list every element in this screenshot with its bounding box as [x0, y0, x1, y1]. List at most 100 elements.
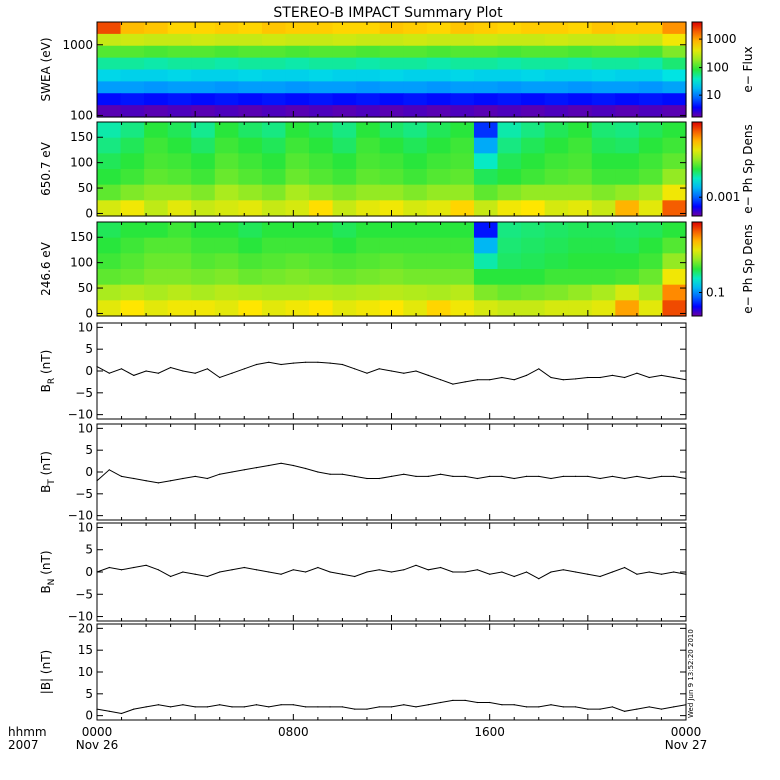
data-point	[108, 469, 110, 471]
heatmap-cell	[214, 200, 239, 217]
heatmap-cell	[309, 222, 334, 239]
heatmap-cell	[97, 33, 122, 47]
y-tick-label: −10	[68, 610, 93, 624]
heatmap-cell	[120, 253, 145, 270]
heatmap-cell	[214, 57, 239, 71]
data-point	[280, 704, 282, 706]
heatmap-cell	[144, 284, 169, 301]
data-point	[403, 473, 405, 475]
heatmap-cell	[97, 81, 122, 94]
heatmap-cell	[167, 81, 192, 94]
heatmap-cell	[497, 184, 522, 201]
heatmap-cell	[379, 269, 404, 286]
y-tick-label: 100	[70, 156, 93, 170]
heatmap-cell	[521, 105, 546, 118]
heatmap-cell	[450, 22, 475, 35]
data-point	[636, 573, 638, 575]
heatmap-cell	[450, 253, 475, 270]
data-point	[366, 708, 368, 710]
heatmap-cell	[426, 222, 451, 239]
heatmap-cell	[167, 122, 192, 139]
heatmap-cell	[356, 81, 381, 94]
heatmap-cell	[214, 105, 239, 118]
data-point	[587, 708, 589, 710]
heatmap-cell	[214, 81, 239, 94]
data-point	[243, 566, 245, 569]
data-point	[550, 477, 552, 480]
heatmap-cell	[191, 105, 216, 118]
heatmap-cell	[261, 237, 287, 254]
heatmap-cell	[521, 22, 546, 35]
heatmap-cell	[261, 253, 287, 270]
heatmap-cell	[638, 200, 664, 217]
data-point	[145, 370, 147, 372]
heatmap-cell	[97, 22, 122, 35]
heatmap-cell	[285, 169, 310, 186]
heatmap-cell	[615, 253, 640, 270]
heatmap-cell	[521, 237, 546, 254]
heatmap-cell	[568, 33, 593, 47]
heatmap-cell	[591, 237, 616, 254]
heatmap-cell	[615, 153, 640, 170]
y-axis-label-base: B	[39, 384, 53, 392]
data-point	[464, 381, 466, 383]
heatmap-cell	[167, 184, 192, 201]
heatmap-cell	[591, 93, 616, 106]
data-point	[550, 571, 552, 573]
heatmap-cell	[450, 93, 475, 106]
heatmap-cell	[191, 184, 216, 201]
heatmap-cell	[214, 300, 239, 317]
data-point	[550, 376, 552, 379]
data-point	[243, 469, 245, 471]
heatmap-cell	[238, 222, 263, 239]
heatmap-cell	[473, 200, 499, 217]
heatmap-cell	[426, 57, 451, 71]
heatmap-cell	[191, 93, 216, 106]
data-point	[452, 699, 454, 702]
y-tick-label: 0	[85, 206, 93, 220]
data-point	[611, 706, 614, 708]
y-tick-label: 5	[85, 687, 93, 701]
heatmap-cell	[167, 300, 192, 317]
heatmap-cell	[497, 137, 522, 154]
heatmap-cell	[97, 93, 122, 106]
heatmap-cell	[638, 45, 664, 59]
heatmap-cell	[309, 137, 334, 154]
heatmap-cell	[426, 69, 451, 82]
heatmap-cell	[426, 93, 451, 106]
heatmap-cell	[285, 137, 310, 154]
data-point	[268, 464, 270, 467]
heatmap-cell	[191, 45, 216, 59]
heatmap-cell	[426, 300, 451, 317]
heatmap-cell	[615, 105, 640, 118]
data-point	[390, 571, 393, 573]
heatmap-cell	[591, 81, 616, 94]
heatmap-cell	[403, 222, 428, 239]
heatmap-cell	[214, 33, 239, 47]
y-tick-label: 0	[85, 306, 93, 320]
data-point	[501, 475, 503, 477]
heatmap-cell	[591, 33, 616, 47]
heatmap-cell	[97, 284, 122, 301]
heatmap-cell	[144, 81, 169, 94]
heatmap-cell	[97, 200, 122, 217]
heatmap-cell	[167, 22, 192, 35]
heatmap-cell	[379, 33, 404, 47]
data-point	[562, 569, 564, 571]
data-point	[440, 566, 442, 569]
heatmap-cell	[426, 33, 451, 47]
y-tick-label: 100	[70, 256, 93, 270]
heatmap-cell	[662, 57, 687, 71]
heatmap-cell	[238, 81, 263, 94]
heatmap-cell	[426, 184, 451, 201]
data-point	[341, 473, 343, 475]
data-point	[354, 708, 356, 710]
heatmap-cell	[521, 200, 546, 217]
heatmap-cell	[167, 284, 192, 301]
data-point	[206, 706, 208, 708]
colorbar-tick-label: 0.1	[706, 286, 725, 300]
heatmap-cell	[591, 222, 616, 239]
heatmap-cell	[144, 300, 169, 317]
heatmap-cell	[544, 300, 569, 317]
panel-6: −10 −5 0 5 10 BN (nT)	[39, 520, 687, 624]
